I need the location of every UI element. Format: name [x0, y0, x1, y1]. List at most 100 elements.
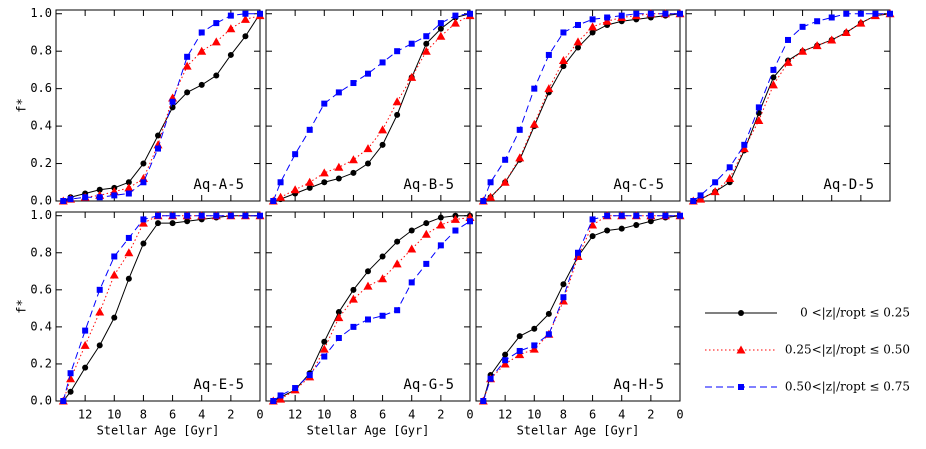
marker [365, 160, 371, 167]
y-tick-label: 0.2 [30, 356, 52, 370]
marker [321, 179, 328, 186]
marker [321, 338, 328, 345]
marker [125, 275, 132, 282]
y-axis-label: f* [15, 98, 29, 112]
marker [500, 359, 510, 368]
marker [184, 218, 191, 225]
marker [529, 344, 539, 353]
marker [169, 98, 176, 105]
marker [348, 155, 358, 164]
marker [725, 174, 735, 183]
legend-text: 0 <|z|/ropt ≤ 0.25 [800, 306, 910, 320]
marker [111, 314, 118, 321]
marker [421, 46, 431, 55]
marker [408, 279, 415, 286]
marker [306, 184, 313, 191]
plot-frame [265, 211, 471, 402]
marker [662, 10, 669, 17]
marker [96, 342, 103, 349]
x-tick-label: 12 [78, 408, 92, 422]
marker [452, 12, 459, 19]
marker [169, 104, 176, 111]
marker [647, 218, 654, 225]
marker [335, 309, 342, 316]
marker [500, 177, 510, 186]
marker [785, 36, 791, 43]
x-tick-label: 8 [350, 408, 357, 422]
series-line [63, 15, 261, 202]
marker [379, 312, 386, 319]
x-tick-label: 4 [618, 408, 625, 422]
marker [394, 307, 401, 314]
marker [350, 169, 357, 176]
legend-text: 0.25<|z|/ropt ≤ 0.50 [785, 343, 910, 357]
marker [544, 84, 554, 93]
x-tick-label: 8 [560, 408, 567, 422]
marker [502, 357, 509, 364]
series-line [482, 13, 680, 202]
marker [588, 22, 598, 31]
marker [379, 141, 386, 148]
plot-frame [475, 211, 681, 402]
marker [486, 192, 496, 201]
marker [227, 51, 234, 58]
panel-label: Aq-E-5 [193, 377, 244, 393]
marker [184, 212, 191, 219]
marker [502, 156, 509, 163]
series-line [272, 13, 471, 202]
marker [140, 216, 147, 223]
marker [270, 198, 277, 204]
plot-frame [55, 211, 261, 402]
x-axis-label: Stellar Age [Gyr] [307, 424, 430, 438]
marker [633, 212, 640, 219]
marker [770, 74, 777, 81]
marker [487, 375, 494, 382]
marker [604, 212, 611, 219]
marker [573, 37, 583, 46]
marker [573, 251, 583, 260]
marker [529, 119, 539, 128]
marker [319, 344, 329, 353]
x-tick-label: 8 [140, 408, 147, 422]
marker [407, 72, 417, 81]
marker [604, 14, 611, 21]
marker [213, 72, 220, 79]
marker [531, 325, 538, 332]
y-tick-label: 0.6 [30, 282, 52, 296]
marker [67, 196, 74, 203]
marker [480, 198, 487, 204]
marker [690, 198, 697, 204]
marker [140, 160, 147, 167]
plot-frame [55, 9, 261, 202]
series-line [62, 215, 260, 402]
marker [155, 212, 161, 219]
marker [392, 259, 402, 268]
y-tick-label: 0.0 [30, 394, 52, 408]
marker [140, 240, 147, 247]
marker [662, 212, 669, 219]
marker [467, 10, 473, 17]
plot-frame [475, 9, 681, 202]
series-line [483, 13, 681, 202]
marker [828, 14, 835, 21]
y-tick-label: 0.6 [30, 81, 52, 95]
marker [335, 89, 342, 96]
x-tick-label: 12 [498, 408, 512, 422]
marker [111, 253, 118, 260]
marker [726, 164, 733, 171]
marker [155, 145, 161, 152]
marker [155, 132, 161, 139]
marker [363, 281, 373, 290]
marker [799, 23, 806, 30]
marker [480, 398, 487, 404]
x-tick-label: 0 [466, 408, 473, 422]
marker [335, 335, 342, 341]
marker [710, 187, 720, 196]
marker [96, 186, 103, 193]
marker [155, 220, 161, 227]
series-line [482, 215, 681, 402]
marker [647, 10, 654, 17]
marker [589, 29, 596, 36]
marker [618, 12, 625, 19]
marker [394, 111, 401, 118]
